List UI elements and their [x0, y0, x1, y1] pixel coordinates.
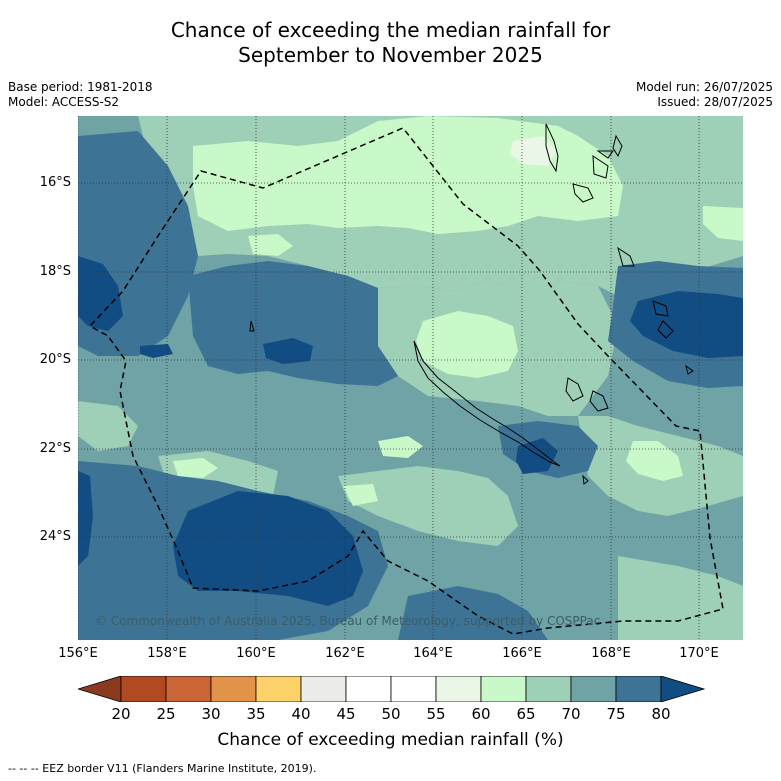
region-80-sw-large	[173, 491, 363, 606]
colorbar-label: 35	[246, 705, 266, 723]
eez-footnote: -- -- -- EEZ border V11 (Flanders Marine…	[8, 762, 317, 775]
colorbar-cell	[525, 676, 572, 702]
colorbar-cell	[435, 676, 482, 702]
colorbar-label: 55	[426, 705, 446, 723]
lon-label-158e: 158°E	[147, 646, 187, 661]
colorbar-label: 75	[606, 705, 626, 723]
meta-right: Model run: 26/07/2025 Issued: 28/07/2025	[636, 80, 773, 110]
lon-label-170e: 170°E	[679, 646, 719, 661]
colorbar-label: 65	[516, 705, 536, 723]
colorbar-cell	[345, 676, 392, 702]
colorbar-cell	[480, 676, 527, 702]
vanuatu-island-9	[685, 364, 694, 375]
rainfall-map	[78, 116, 743, 640]
colorbar-cell	[165, 676, 212, 702]
region-60-65-small1	[173, 458, 218, 478]
colorbar-label: 40	[291, 705, 311, 723]
coastlines	[249, 123, 694, 485]
colorbar-cell	[300, 676, 347, 702]
region-80-se-dot	[516, 438, 558, 474]
vanuatu-island-1	[545, 123, 559, 173]
region-80-w-edge	[78, 471, 93, 566]
colorbar-extend-high	[660, 676, 705, 702]
region-60-65-small4	[248, 234, 293, 256]
colorbar-extend-low	[78, 676, 122, 702]
chart-title: Chance of exceeding the median rainfall …	[0, 18, 781, 68]
region-80-w	[78, 256, 123, 331]
region-65-70-south	[338, 466, 518, 546]
graticule	[78, 116, 743, 640]
colorbar-cells	[78, 676, 705, 702]
lat-label-24s: 24°S	[39, 529, 71, 544]
vanuatu-island-3	[592, 155, 609, 179]
region-60-65-center	[416, 311, 518, 378]
region-65-70-se	[618, 556, 743, 640]
lon-label-156e: 156°E	[58, 646, 98, 661]
colorbar-label: 60	[471, 705, 491, 723]
vanuatu-island-5	[612, 134, 623, 158]
colorbar-cell	[390, 676, 437, 702]
region-55-60-north	[510, 136, 556, 166]
region-60-65-east	[626, 441, 683, 481]
loyalty-islands	[565, 377, 609, 412]
lat-label-20s: 20°S	[39, 352, 71, 367]
vanuatu-island-2	[572, 183, 594, 203]
vanuatu-island-8	[657, 320, 674, 339]
small-island-2	[582, 474, 589, 485]
colorbar-label: 70	[561, 705, 581, 723]
colorbar-label: 30	[201, 705, 221, 723]
region-60-65-ne	[703, 206, 743, 241]
region-60-65-small3	[343, 484, 378, 506]
eez-border	[88, 127, 724, 635]
colorbar-cell	[120, 676, 167, 702]
model-name: Model: ACCESS-S2	[8, 95, 120, 109]
lon-label-160e: 160°E	[236, 646, 276, 661]
region-75-80-center	[188, 261, 398, 386]
lat-label-22s: 22°S	[39, 441, 71, 456]
lon-label-168e: 168°E	[591, 646, 631, 661]
new-caledonia	[413, 340, 561, 467]
lat-label-18s: 18°S	[39, 264, 71, 279]
vanuatu-island-6	[617, 246, 635, 267]
region-80-east	[630, 291, 743, 358]
colorbar-cell	[570, 676, 617, 702]
lon-label-164e: 164°E	[413, 646, 453, 661]
lon-label-162e: 162°E	[325, 646, 365, 661]
colorbar-label: 20	[111, 705, 131, 723]
meta-left: Base period: 1981-2018 Model: ACCESS-S2	[8, 80, 153, 110]
colorbar-cell	[615, 676, 662, 702]
colorbar-label: 25	[156, 705, 176, 723]
region-65-70-w	[78, 401, 138, 451]
title-line-1: Chance of exceeding the median rainfall …	[170, 18, 611, 42]
vanuatu-island-7	[652, 300, 669, 317]
region-80-small	[140, 344, 173, 358]
issued-date: Issued: 28/07/2025	[657, 95, 773, 109]
colorbar	[78, 676, 705, 702]
copyright-notice: © Commonwealth of Australia 2025, Bureau…	[95, 614, 601, 628]
colorbar-cell	[210, 676, 257, 702]
colorbar-label: 45	[336, 705, 356, 723]
colorbar-label: 80	[651, 705, 671, 723]
region-60-65-small2	[378, 436, 423, 458]
colorbar-title: Chance of exceeding median rainfall (%)	[217, 730, 564, 750]
title-line-2: September to November 2025	[238, 43, 543, 67]
colorbar-cell	[255, 676, 302, 702]
small-island-1	[249, 320, 255, 332]
lat-label-16s: 16°S	[39, 175, 71, 190]
colorbar-label: 50	[381, 705, 401, 723]
base-period: Base period: 1981-2018	[8, 80, 153, 94]
lon-label-166e: 166°E	[502, 646, 542, 661]
vanuatu-island-4	[596, 150, 614, 159]
model-run: Model run: 26/07/2025	[635, 80, 773, 94]
region-80-center	[263, 338, 313, 364]
